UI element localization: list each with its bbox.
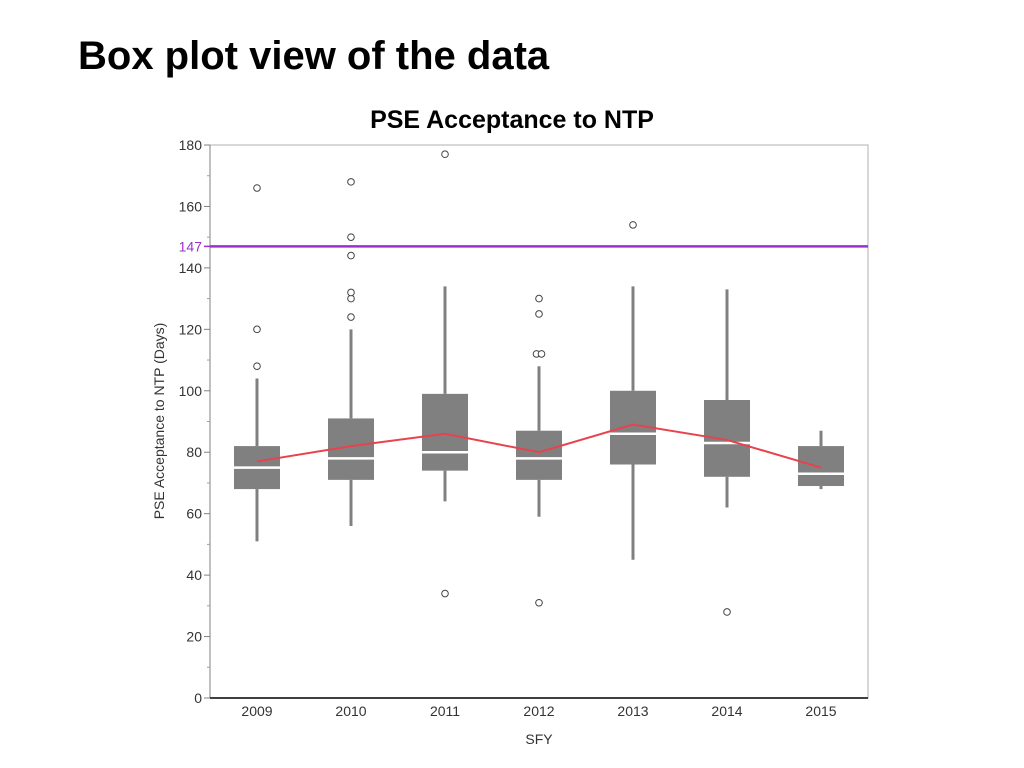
outlier-point [441, 150, 449, 159]
outlier-point [535, 598, 543, 607]
box-2009 [234, 184, 280, 542]
outlier-point [535, 294, 543, 303]
y-tick-label: 120 [179, 321, 203, 337]
boxes-group [234, 150, 844, 616]
y-axis: 0 20 40 60 80 100 120 140 160 180 [179, 137, 211, 706]
outlier-point [535, 310, 543, 318]
box-2012 [516, 294, 562, 607]
outlier-point [347, 294, 355, 303]
y-axis-label: PSE Acceptance to NTP (Days) [151, 323, 167, 520]
outlier-point [537, 350, 546, 358]
y-tick-label: 40 [186, 567, 202, 583]
box-body [798, 446, 844, 487]
x-tick-label: 2010 [335, 703, 366, 719]
outlier-point [441, 589, 449, 598]
y-tick-label: 0 [194, 690, 202, 706]
y-tick-label: 180 [179, 137, 203, 153]
box-2015 [798, 430, 844, 490]
outlier-point [347, 288, 355, 297]
y-tick-label: 20 [186, 629, 202, 645]
outlier-point [347, 313, 355, 321]
y-tick-label: 100 [179, 383, 203, 399]
outlier-point [629, 221, 637, 229]
slide-title: Box plot view of the data [78, 34, 550, 78]
x-tick-label: 2012 [523, 703, 554, 719]
reference-line-group: 147 [179, 238, 868, 254]
reference-line-label: 147 [179, 238, 203, 254]
y-tick-label: 80 [186, 444, 202, 460]
y-tick-label: 140 [179, 260, 203, 276]
x-tick-label: 2014 [711, 703, 742, 719]
box-body [422, 393, 468, 471]
outlier-point [253, 325, 261, 334]
chart-title: PSE Acceptance to NTP [370, 106, 654, 134]
box-body [704, 399, 750, 477]
x-axis-label: SFY [525, 731, 553, 747]
mean-line [256, 423, 822, 469]
outlier-point [347, 251, 355, 260]
box-2011 [422, 150, 468, 598]
outlier-point [347, 178, 355, 186]
mean-line-group [256, 423, 822, 469]
outlier-point [723, 608, 731, 616]
outlier-point [253, 184, 261, 192]
y-tick-label: 60 [186, 506, 202, 522]
x-tick-label: 2015 [805, 703, 836, 719]
x-tick-label: 2013 [617, 703, 648, 719]
x-axis: 2009 2010 2011 2012 2013 2014 2015 [210, 697, 868, 719]
box-body [516, 430, 562, 480]
x-tick-label: 2011 [430, 703, 460, 719]
x-tick-label: 2009 [241, 703, 272, 719]
y-tick-label: 160 [179, 198, 203, 214]
outlier-point [253, 362, 261, 371]
outlier-point [347, 233, 355, 241]
